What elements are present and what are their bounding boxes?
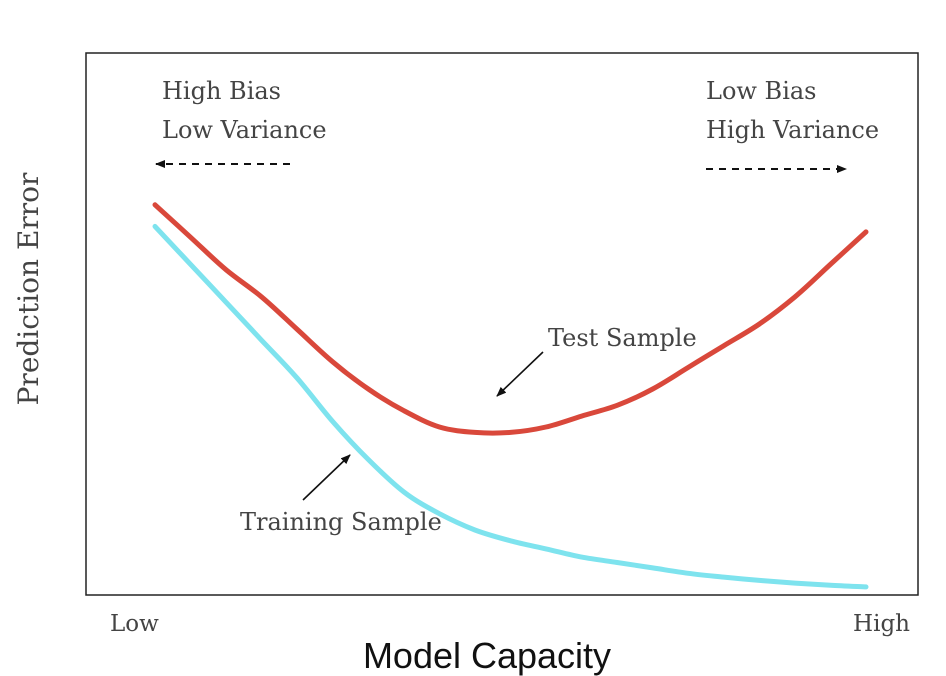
left-annotation-line2: Low Variance: [162, 116, 327, 144]
training-sample-pointer: [302, 454, 351, 501]
right-annotation-line2: High Variance: [706, 116, 879, 144]
plot-frame: [85, 52, 919, 596]
series-layer: [152, 202, 869, 590]
x-tick-label-low: Low: [110, 611, 159, 637]
test-sample-pointer: [496, 351, 544, 397]
x-axis-label: Model Capacity: [363, 635, 611, 676]
series-line-test-sample: [152, 202, 869, 436]
training-sample-label: Training Sample: [240, 508, 442, 536]
left-annotation-line1: High Bias: [162, 77, 281, 105]
test-sample-label: Test Sample: [548, 324, 697, 352]
right-annotation-line1: Low Bias: [706, 77, 817, 105]
x-tick-label-high: High: [853, 611, 910, 637]
y-axis-label: Prediction Error: [12, 172, 45, 405]
series-line-training-sample: [152, 223, 869, 590]
